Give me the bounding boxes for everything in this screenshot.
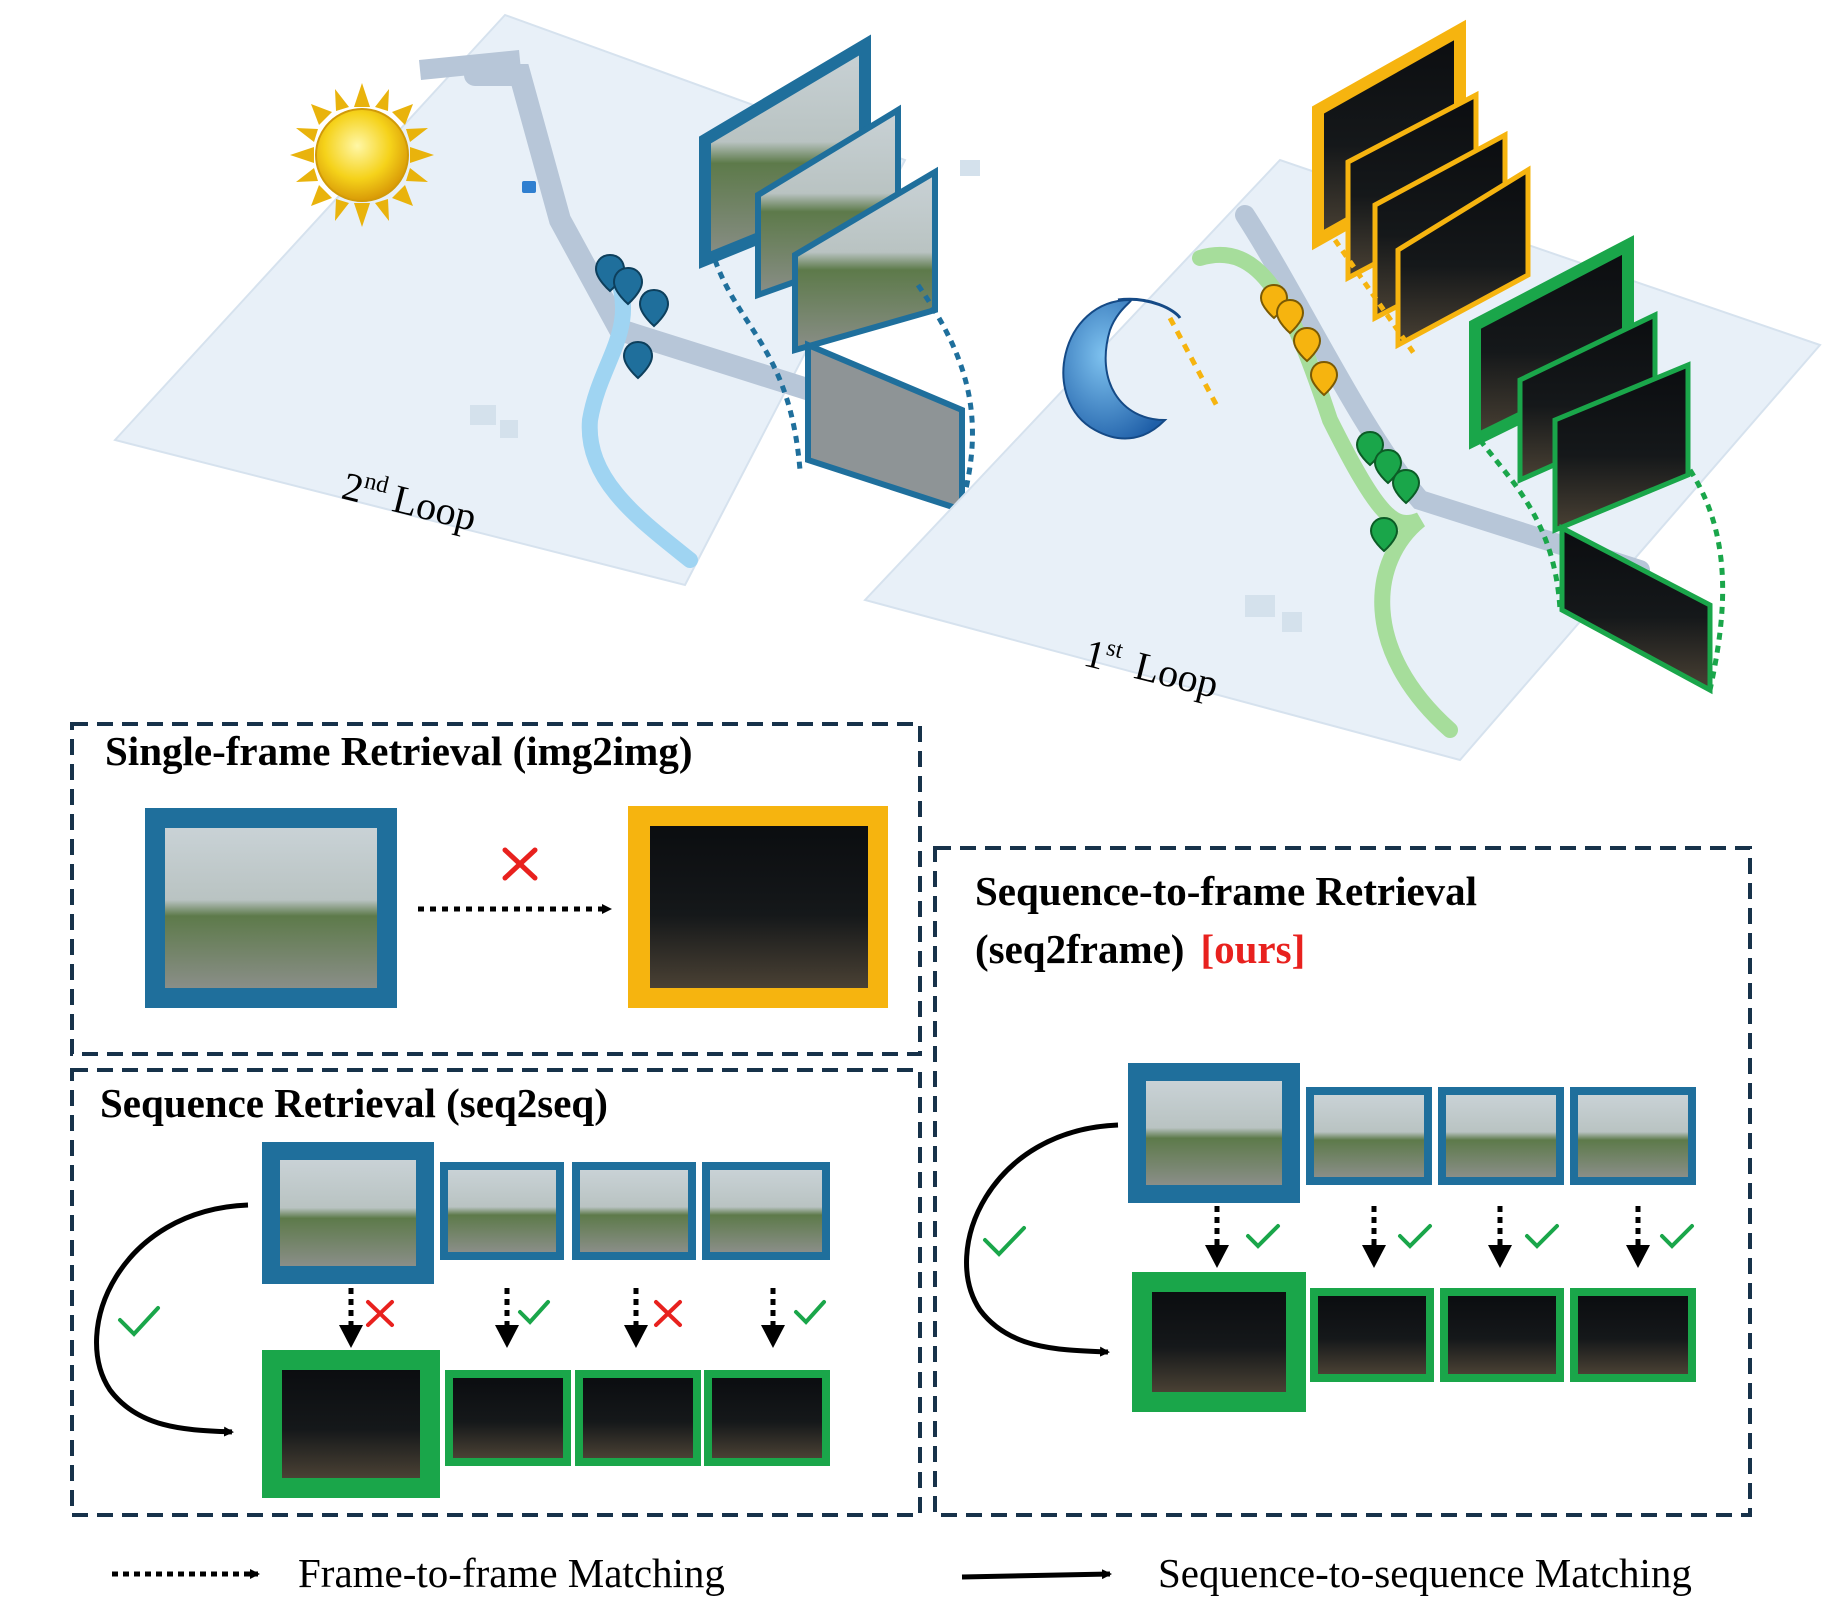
cross-icon (366, 1300, 682, 1327)
match-frame-stack (1469, 235, 1726, 695)
frame-matching-arrow (1214, 1206, 1641, 1247)
check-icon (118, 1300, 826, 1337)
cross-icon (502, 847, 538, 881)
legend-sequence-label: Sequence-to-sequence Matching (1158, 1550, 1692, 1596)
sequence-matching-arrow (94, 1202, 249, 1437)
panel-seq2frame: Sequence-to-frame Retrieval (seq2frame) … (933, 846, 1752, 1517)
panel-seq2seq: Sequence Retrieval (seq2seq) (70, 1068, 922, 1517)
sun-icon (290, 83, 434, 227)
panel-single-frame: Single-frame Retrieval (img2img) (70, 722, 922, 1056)
sequence-matching-arrow (964, 1122, 1119, 1357)
panel-title: Single-frame Retrieval (img2img) (105, 728, 692, 774)
legend-sequence-arrow (961, 1569, 1112, 1580)
map-pin-icon (594, 253, 670, 380)
panel-title: Sequence-to-frame Retrieval (975, 868, 1477, 914)
legend: Frame-to-frame Matching Sequence-to-sequ… (112, 1550, 1692, 1596)
query-frame (145, 808, 397, 1008)
bus-stop-icon (522, 181, 536, 193)
check-icon (983, 1224, 1694, 1257)
map-pin-icon (1259, 283, 1339, 397)
crescent-moon-face-icon (1062, 297, 1221, 440)
svg-text:st: st (1104, 635, 1126, 664)
panel-title-line2: (seq2frame) [ours] (975, 926, 1305, 972)
retrieved-frame (628, 806, 888, 1008)
frame-matching-arrow (348, 1288, 776, 1328)
ours-label: [ours] (1200, 926, 1305, 972)
map-pin-icon (1355, 430, 1421, 553)
legend-frame-label: Frame-to-frame Matching (298, 1550, 725, 1596)
night-frame-stack (1312, 19, 1531, 357)
panel-title: Sequence Retrieval (seq2seq) (100, 1080, 608, 1126)
